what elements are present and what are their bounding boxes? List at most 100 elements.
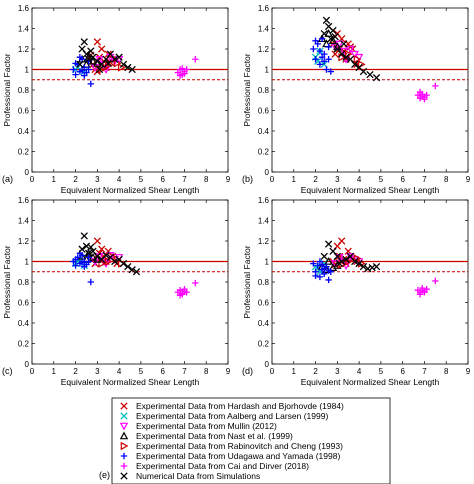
data-point — [346, 45, 355, 54]
x-tick-label: 9 — [466, 175, 471, 184]
data-point — [355, 259, 363, 268]
data-point — [329, 26, 337, 35]
x-tick-label: 4 — [357, 367, 362, 376]
data-point — [176, 72, 184, 79]
x-tick-label: 8 — [204, 367, 209, 376]
data-point — [324, 257, 333, 265]
legend-entry: Experimental Data from Rabinovitch and C… — [120, 441, 343, 451]
x-tick-label: 7 — [182, 367, 187, 376]
data-point — [330, 43, 340, 52]
data-point — [321, 265, 328, 272]
data-point — [82, 242, 91, 250]
data-point — [72, 60, 79, 67]
y-tick-label: 1.4 — [258, 25, 270, 34]
data-point — [423, 91, 430, 99]
data-point — [80, 38, 88, 46]
data-point — [351, 60, 359, 69]
x-tick-label: 8 — [444, 367, 449, 376]
data-point — [85, 66, 92, 73]
data-point — [314, 262, 321, 269]
y-tick-label: 1.4 — [18, 25, 30, 34]
data-point — [325, 56, 332, 63]
x-tick-label: 5 — [379, 367, 384, 376]
data-point — [181, 70, 188, 77]
legend-label: Experimental Data from Cai and Dirver (2… — [136, 461, 309, 471]
x-tick-label: 2 — [313, 367, 318, 376]
x-tick-label: 2 — [313, 175, 318, 184]
data-point — [192, 56, 199, 63]
x-tick-label: 3 — [335, 175, 340, 184]
y-tick-label: 1.6 — [258, 4, 270, 13]
y-tick-label: 0.6 — [18, 107, 30, 116]
legend-label: Numerical Data from Simulations — [136, 471, 260, 481]
data-point — [318, 261, 326, 268]
data-point — [98, 245, 106, 253]
x-tick-label: 1 — [52, 367, 57, 376]
data-point — [98, 259, 107, 268]
data-point — [310, 260, 317, 267]
data-point — [312, 272, 319, 280]
chart-panel-c: 0 1 2 3 4 5 6 7 8 9 0 0.2 0.4 0.6 0.8 1 1.2 1.4 1.6 Equival… — [2, 196, 231, 387]
data-point — [72, 71, 79, 78]
data-point — [335, 259, 344, 268]
data-point — [331, 50, 339, 58]
legend-entry: Experimental Data from Nast et al. (1999… — [119, 431, 293, 441]
data-point — [310, 45, 317, 53]
x-tick-label: 5 — [139, 367, 144, 376]
data-point — [372, 74, 381, 82]
data-point — [312, 56, 319, 63]
y-tick-label: 1 — [265, 66, 270, 75]
data-point — [320, 29, 328, 38]
chart-panel-b: 0 1 2 3 4 5 6 7 8 9 0 0.2 0.4 0.6 0.8 1 1.2 1.4 1.6 Equival… — [242, 4, 471, 195]
data-point — [316, 61, 324, 68]
y-tick-label: 1.2 — [18, 237, 30, 246]
y-tick-label: 1.4 — [18, 217, 30, 226]
x-tick-label: 2 — [73, 175, 78, 184]
data-point — [80, 232, 88, 240]
y-tick-label: 0.4 — [18, 319, 30, 328]
data-point — [192, 279, 199, 287]
data-point — [432, 277, 439, 285]
legend-marker — [119, 422, 129, 431]
data-point — [98, 45, 106, 53]
x-tick-label: 3 — [95, 367, 100, 376]
y-tick-label: 0.8 — [18, 278, 30, 287]
data-point — [78, 245, 86, 253]
x-tick-label: 4 — [117, 367, 122, 376]
x-tick-label: 6 — [400, 367, 405, 376]
panel-tag: (d) — [242, 366, 253, 376]
data-point — [342, 255, 350, 264]
y-tick-label: 1.6 — [18, 4, 30, 13]
data-point — [78, 67, 86, 74]
plot-frame — [31, 199, 229, 365]
data-point — [183, 66, 190, 73]
data-point — [325, 43, 332, 51]
x-tick-label: 1 — [292, 175, 297, 184]
data-point — [76, 60, 84, 69]
data-point — [93, 38, 101, 46]
data-point — [95, 65, 104, 74]
data-point — [344, 49, 353, 59]
legend-entry: Experimental Data from Mullin (2012) — [119, 421, 277, 431]
data-point — [115, 53, 123, 61]
legend-marker — [120, 462, 128, 470]
data-point — [93, 57, 101, 65]
chart-panel-a: 0 1 2 3 4 5 6 7 8 9 0 0.2 0.4 0.6 0.8 1 1.2 1.4 1.6 Equival… — [2, 4, 231, 195]
y-tick-label: 0.2 — [258, 340, 270, 349]
y-tick-label: 1.6 — [258, 196, 270, 205]
data-point — [316, 47, 324, 55]
data-point — [323, 66, 330, 73]
data-point — [119, 259, 128, 268]
y-axis-label: Professional Factor — [242, 245, 252, 318]
data-point — [87, 278, 94, 286]
plot-frame — [271, 199, 469, 365]
data-point — [93, 237, 101, 245]
legend-entries: Experimental Data from Hardash and Bjorh… — [119, 401, 344, 481]
y-tick-label: 1.2 — [18, 45, 30, 54]
data-point — [353, 55, 362, 64]
panels-layer: 0 1 2 3 4 5 6 7 8 9 0 0.2 0.4 0.6 0.8 1 1.2 1.4 1.6 Equival… — [2, 4, 471, 387]
y-axis-label: Professional Factor — [242, 53, 252, 126]
data-point — [84, 249, 93, 257]
data-point — [328, 36, 338, 45]
